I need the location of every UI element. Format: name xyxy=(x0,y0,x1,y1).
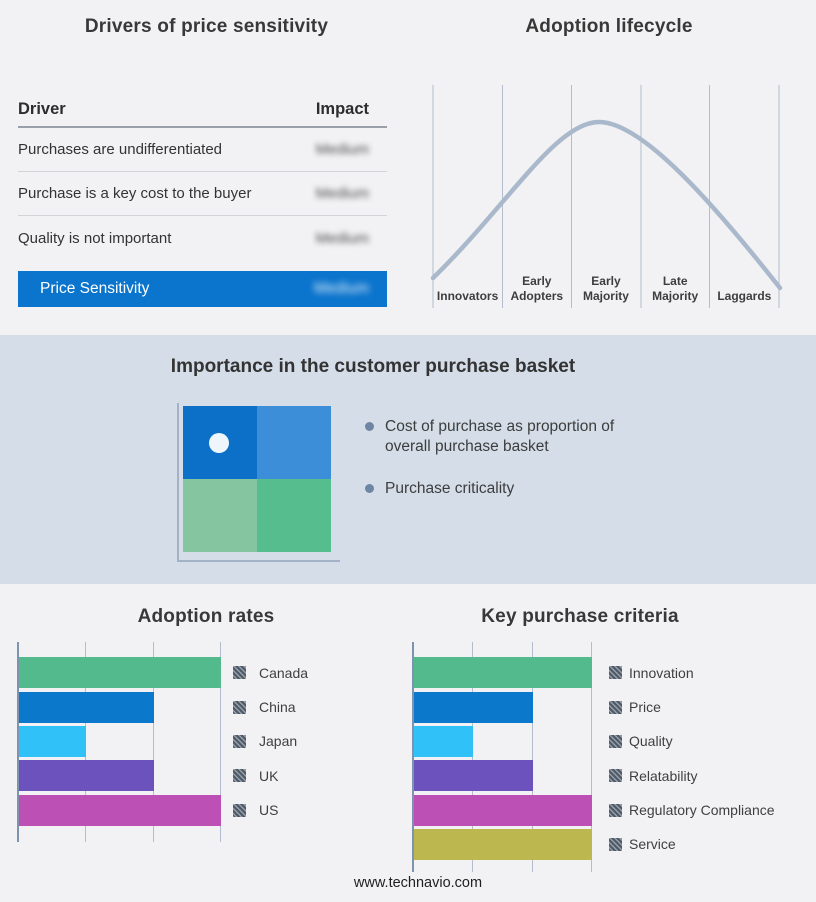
legend-swatch xyxy=(609,734,622,748)
bullet-item: Cost of purchase as proportion of overal… xyxy=(365,417,635,457)
bullet-item: Purchase criticality xyxy=(365,479,635,499)
legend-swatch xyxy=(609,666,622,680)
driver-cell: Purchase is a key cost to the buyer xyxy=(18,185,252,202)
driver-row: Purchase is a key cost to the buyer Mediu… xyxy=(18,172,387,216)
bar-quality xyxy=(414,725,474,757)
legend-label: China xyxy=(259,699,296,716)
driver-cell: Purchases are undifferentiated xyxy=(18,141,223,158)
quadrant-x-axis xyxy=(177,560,340,562)
driver-row: Purchases are undifferentiated Medium xyxy=(18,128,387,172)
quadrant-graphic xyxy=(183,406,331,552)
chart-axis xyxy=(411,642,414,872)
chart-gridline xyxy=(472,642,474,872)
quadrant-top-right xyxy=(257,406,331,479)
legend-label: Canada xyxy=(259,664,309,681)
bar-price xyxy=(414,691,533,723)
driver-cell: Quality is not important xyxy=(18,229,172,247)
bottom-charts-section: Adoption rates Key purchase criteria Can… xyxy=(0,584,816,902)
impact-cell: Medium xyxy=(315,185,369,202)
chart-gridline xyxy=(219,642,221,842)
summary-row-label: Price Sensitivity xyxy=(40,280,150,297)
key-purchase-criteria-title: Key purchase criteria xyxy=(481,606,679,627)
basket-bullet-list: Cost of purchase as proportion of overal… xyxy=(365,417,635,521)
position-marker-dot xyxy=(209,433,229,453)
stage-label: Early Adopters xyxy=(510,274,564,303)
adoption-rates-title: Adoption rates xyxy=(137,606,275,627)
stage-label: Late Majority xyxy=(652,274,699,303)
legend-swatch xyxy=(233,803,246,817)
lifecycle-panel-title: Adoption lifecycle xyxy=(525,16,693,37)
bar-us xyxy=(19,794,221,826)
legend-label: Quality xyxy=(629,733,673,750)
bar-regulatory-compliance xyxy=(414,794,592,826)
bar-japan xyxy=(19,725,87,757)
driver-row: Quality is not important Medium xyxy=(18,216,387,260)
legend-swatch xyxy=(609,837,622,851)
bar-relatability xyxy=(414,760,533,792)
summary-row-impact-value: Medium xyxy=(313,280,369,297)
chart-gridline xyxy=(152,642,154,842)
bullet-icon xyxy=(365,484,374,493)
stage-label: Early Majority xyxy=(582,274,629,303)
quadrant-y-axis xyxy=(177,403,179,560)
legend-label: Price xyxy=(629,699,661,716)
legend-label: Relatability xyxy=(629,767,698,784)
chart-gridline xyxy=(531,642,533,872)
legend-label: US xyxy=(259,802,279,819)
drivers-table-header: Driver Impact xyxy=(18,92,387,128)
quadrant-bottom-right xyxy=(257,479,331,552)
legend-label: Service xyxy=(629,836,676,853)
bar-service xyxy=(414,828,592,860)
impact-cell: Medium xyxy=(315,141,369,158)
chart-axis xyxy=(16,642,19,842)
basket-title: Importance in the customer purchase bask… xyxy=(170,356,576,377)
bullet-text: Purchase criticality xyxy=(385,480,515,497)
legend-swatch xyxy=(609,803,622,817)
legend-swatch xyxy=(609,769,622,783)
bar-uk xyxy=(19,760,154,792)
bullet-icon xyxy=(365,422,374,431)
lifecycle-gridlines xyxy=(432,85,780,308)
quadrant-bottom-left xyxy=(183,479,257,552)
price-sensitivity-row: Price Sensitivity Medium xyxy=(18,271,387,307)
stage-label: Laggards xyxy=(717,289,772,303)
legend-label: UK xyxy=(259,767,279,784)
lifecycle-chart xyxy=(430,85,783,308)
legend-swatch xyxy=(233,769,246,783)
drivers-table: Driver Impact Purchases are undifferenti… xyxy=(18,92,387,307)
chart-gridline xyxy=(590,642,592,872)
legend-label: Innovation xyxy=(629,664,694,681)
lifecycle-stage-labels: Innovators Early Adopters Early Majority La… xyxy=(433,240,779,306)
bar-innovation xyxy=(414,657,592,689)
drivers-table-body: Purchases are undifferentiated Medium Purc… xyxy=(18,128,387,260)
bullet-text: Cost of purchase as proportion of overal… xyxy=(385,418,615,455)
driver-column-header: Driver xyxy=(18,99,66,118)
bell-curve xyxy=(430,119,783,291)
legend-swatch xyxy=(609,700,622,714)
footer-url: www.technavio.com xyxy=(353,875,483,891)
impact-column-header: Impact xyxy=(315,99,369,118)
stage-label: Innovators xyxy=(436,289,499,303)
legend-swatch xyxy=(233,734,246,748)
impact-cell: Medium xyxy=(315,229,369,247)
bar-china xyxy=(19,691,154,723)
bar-canada xyxy=(19,657,221,689)
legend-swatch xyxy=(233,700,246,714)
legend-swatch xyxy=(233,666,246,680)
basket-band: Importance in the customer purchase bask… xyxy=(0,335,816,584)
quadrant-top-left xyxy=(183,406,257,479)
legend-label: Japan xyxy=(259,733,298,750)
drivers-panel-title: Drivers of price sensitivity xyxy=(84,16,329,37)
legend-label: Regulatory Compliance xyxy=(629,802,775,819)
